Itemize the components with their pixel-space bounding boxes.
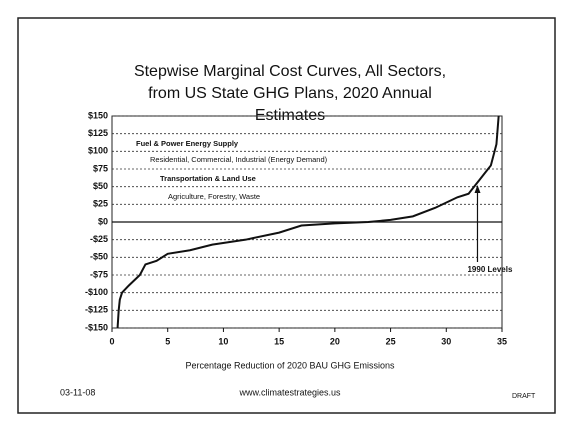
y-tick-label: $125 (88, 128, 108, 138)
y-tick-label: $50 (93, 181, 108, 191)
y-tick-label: -$75 (90, 269, 108, 279)
annotation: 1990 Levels (467, 265, 512, 274)
x-axis-label: Percentage Reduction of 2020 BAU GHG Emi… (185, 360, 395, 370)
footer-status: DRAFT (512, 393, 536, 400)
legend-note: Agriculture, Forestry, Waste (168, 192, 260, 201)
y-tick-label: -$50 (90, 252, 108, 262)
y-tick-label: $150 (88, 110, 108, 120)
x-tick-label: 10 (218, 336, 228, 346)
chart-title: Stepwise Marginal Cost Curves, All Secto… (134, 63, 446, 124)
y-tick-label: $0 (98, 216, 108, 226)
x-tick-label: 20 (330, 336, 340, 346)
title-line: from US State GHG Plans, 2020 Annual (148, 85, 432, 102)
x-tick-label: 5 (165, 336, 170, 346)
y-tick-label: $100 (88, 146, 108, 156)
x-tick-label: 25 (386, 336, 396, 346)
slide-frame (17, 17, 556, 414)
y-tick-label: $25 (93, 199, 108, 209)
footer-date: 03-11-08 (60, 387, 95, 397)
footer-url: www.climatestrategies.us (238, 387, 341, 397)
x-tick-label: 30 (441, 336, 451, 346)
y-tick-label: $75 (93, 163, 108, 173)
y-tick-label: -$25 (90, 234, 108, 244)
legend-note: Transportation & Land Use (160, 174, 256, 183)
y-tick-label: -$125 (85, 305, 108, 315)
y-tick-label: -$150 (85, 322, 108, 332)
arrow-head (474, 185, 481, 193)
x-tick-label: 15 (274, 336, 284, 346)
legend-note: Residential, Commercial, Industrial (Ene… (150, 155, 328, 164)
title-line: Stepwise Marginal Cost Curves, All Secto… (134, 63, 446, 80)
y-tick-label: -$100 (85, 287, 108, 297)
legend-note: Fuel & Power Energy Supply (136, 139, 239, 148)
cost-curve (116, 115, 500, 329)
x-tick-label: 35 (497, 336, 507, 346)
x-tick-label: 0 (109, 336, 114, 346)
